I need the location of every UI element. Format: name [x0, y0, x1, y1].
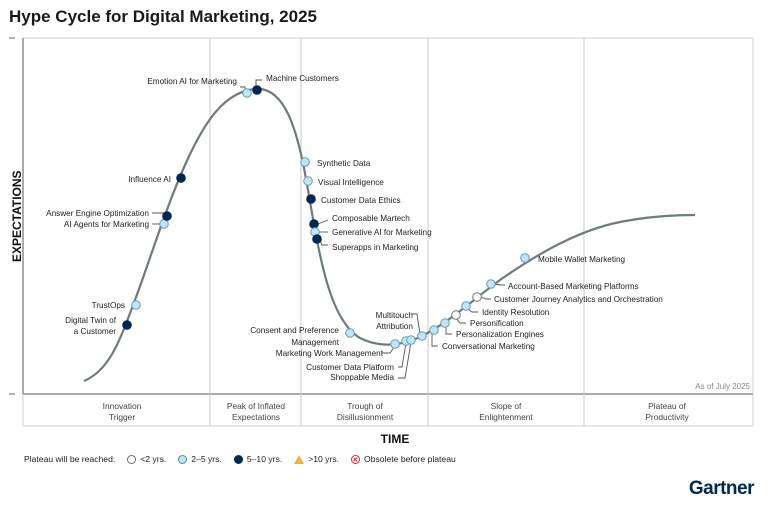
marker-emotion-ai[interactable] — [242, 88, 252, 98]
legend-label: >10 yrs. — [308, 454, 340, 464]
label-superapps: Superapps in Marketing — [332, 243, 419, 252]
marker-identity-resolution[interactable] — [461, 301, 471, 311]
label-visual-intelligence: Visual Intelligence — [318, 178, 384, 187]
marker-abm[interactable] — [486, 279, 496, 289]
label-trustops: TrustOps — [92, 301, 125, 310]
phase-3-line1: Trough of — [347, 401, 383, 411]
label-abm: Account-Based Marketing Platforms — [508, 282, 639, 291]
phase-4-line1: Slope of — [491, 401, 522, 411]
red-x-circle-icon — [351, 454, 361, 464]
legend-item-gt10: >10 yrs. — [294, 454, 339, 464]
legend: Plateau will be reached: <2 yrs. 2–5 yrs… — [24, 454, 456, 464]
label-consent-1: Consent and Preference — [250, 326, 339, 335]
phase-5-line2: Productivity — [645, 412, 689, 422]
marker-conversational[interactable] — [429, 325, 439, 335]
label-synthetic-data: Synthetic Data — [317, 159, 371, 168]
white-circle-icon — [127, 454, 137, 464]
label-multitouch-1: Multitouch — [376, 311, 414, 320]
marker-synthetic-data[interactable] — [300, 157, 310, 167]
gartner-logo: Gartner — [688, 478, 755, 499]
light-blue-circle-icon — [178, 454, 188, 464]
marker-multitouch[interactable] — [417, 331, 427, 341]
label-shoppable-media: Shoppable Media — [330, 373, 394, 382]
x-axis-title: TIME — [381, 432, 410, 446]
label-personification: Personification — [470, 319, 524, 328]
phase-1-line1: Innovation — [103, 401, 142, 411]
marker-shoppable-media[interactable] — [406, 335, 416, 345]
phase-1-line2: Trigger — [109, 412, 135, 422]
label-emotion-ai: Emotion AI for Marketing — [147, 77, 237, 86]
yellow-triangle-icon — [294, 454, 305, 464]
phase-labels: Innovation Trigger Peak of Inflated Expe… — [103, 401, 690, 422]
marker-machine-customers[interactable] — [252, 85, 262, 95]
label-mobile-wallet: Mobile Wallet Marketing — [538, 255, 626, 264]
marker-superapps[interactable] — [312, 234, 322, 244]
chart-title: Hype Cycle for Digital Marketing, 2025 — [9, 7, 317, 26]
legend-label: 5–10 yrs. — [246, 454, 283, 464]
phase-2-line1: Peak of Inflated — [227, 401, 286, 411]
legend-item-5-10: 5–10 yrs. — [233, 454, 283, 464]
legend-label: 2–5 yrs. — [191, 454, 222, 464]
label-generative-ai: Generative AI for Marketing — [332, 228, 432, 237]
marker-personification[interactable] — [451, 310, 461, 320]
marker-ai-agents[interactable] — [159, 219, 169, 229]
label-digital-twin-1: Digital Twin of — [65, 316, 117, 325]
marker-cja[interactable] — [472, 292, 482, 302]
label-answer-engine: Answer Engine Optimization — [46, 209, 149, 218]
marker-influence-ai[interactable] — [176, 173, 186, 183]
legend-item-2-5: 2–5 yrs. — [178, 454, 222, 464]
legend-item-obsolete: Obsolete before plateau — [351, 454, 456, 464]
label-personalization-engines: Personalization Engines — [456, 330, 544, 339]
label-composable-martech: Composable Martech — [332, 214, 410, 223]
legend-label: <2 yrs. — [140, 454, 167, 464]
legend-prefix: Plateau will be reached: — [24, 454, 116, 464]
marker-trustops[interactable] — [131, 300, 141, 310]
marker-answer-engine[interactable] — [162, 211, 172, 221]
phase-4-line2: Enlightenment — [479, 412, 533, 422]
label-cdp: Customer Data Platform — [306, 363, 394, 372]
dark-navy-circle-icon — [233, 454, 243, 464]
label-identity-resolution: Identity Resolution — [482, 308, 550, 317]
tech-labels: Digital Twin of a Customer TrustOps AI A… — [46, 74, 663, 382]
phase-3-line2: Disillusionment — [337, 412, 394, 422]
phase-5-line1: Plateau of — [648, 401, 686, 411]
y-axis-title: EXPECTATIONS — [10, 170, 24, 262]
label-ai-agents: AI Agents for Marketing — [64, 220, 150, 229]
label-consent-2: Management — [291, 338, 340, 347]
tech-markers — [122, 85, 530, 349]
label-marketing-work-mgmt: Marketing Work Management — [276, 349, 384, 358]
marker-visual-intelligence[interactable] — [303, 176, 313, 186]
label-influence-ai: Influence AI — [128, 175, 171, 184]
marker-mobile-wallet[interactable] — [520, 253, 530, 263]
marker-customer-data-ethics[interactable] — [306, 194, 316, 204]
marker-consent-preference[interactable] — [345, 328, 355, 338]
label-digital-twin-2: a Customer — [74, 327, 117, 336]
label-multitouch-2: Attribution — [376, 322, 413, 331]
marker-personalization-engines[interactable] — [440, 318, 450, 328]
label-cja: Customer Journey Analytics and Orchestra… — [494, 295, 663, 304]
marker-marketing-work-mgmt[interactable] — [390, 339, 400, 349]
marker-digital-twin[interactable] — [122, 320, 132, 330]
label-conversational: Conversational Marketing — [442, 342, 535, 351]
label-machine-customers: Machine Customers — [266, 74, 339, 83]
legend-label: Obsolete before plateau — [364, 454, 456, 464]
legend-item-lt2: <2 yrs. — [127, 454, 166, 464]
phase-2-line2: Expectations — [232, 412, 280, 422]
label-customer-data-ethics: Customer Data Ethics — [321, 196, 401, 205]
as-of-date: As of July 2025 — [695, 382, 750, 391]
marker-composable-martech[interactable] — [309, 219, 319, 229]
